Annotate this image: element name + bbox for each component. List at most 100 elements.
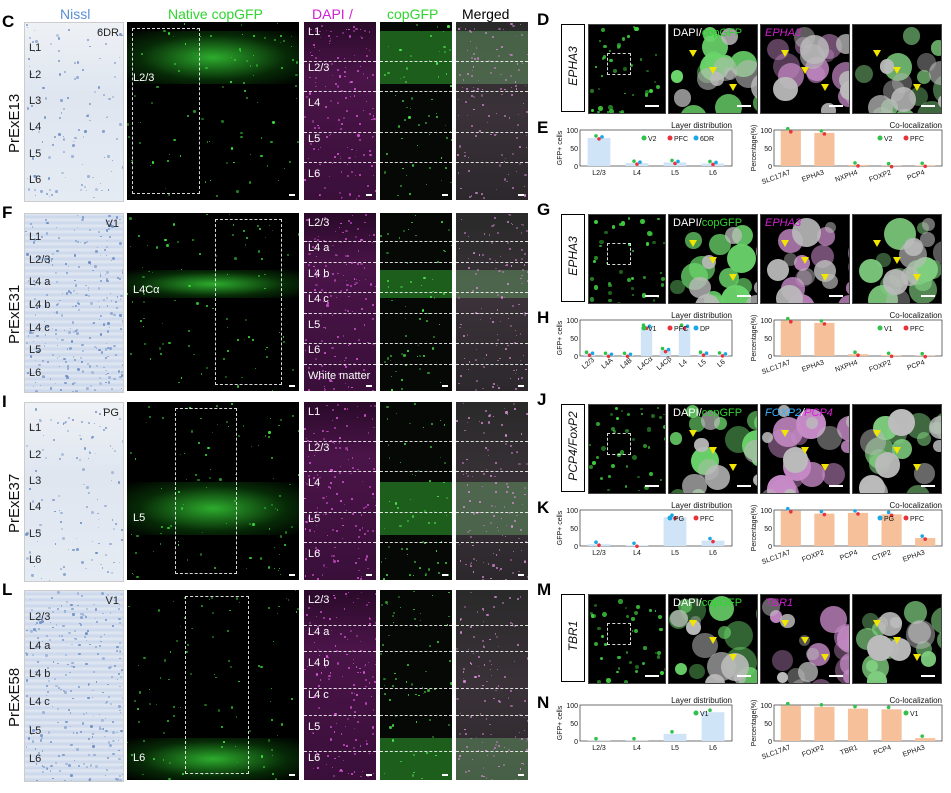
y-tick-label: 50 xyxy=(570,336,578,343)
cell-dot xyxy=(73,359,76,362)
cell-dot xyxy=(230,81,232,83)
cell-dot xyxy=(258,227,261,230)
area-label: V1 xyxy=(105,218,119,230)
gfp-band xyxy=(456,30,528,85)
cell-dot xyxy=(598,106,604,112)
cell-dot xyxy=(289,483,291,486)
cell-dot xyxy=(317,236,319,238)
cell-dot xyxy=(235,745,237,747)
cell-dot xyxy=(519,596,521,598)
cell-dot xyxy=(437,640,440,643)
cell-dot xyxy=(508,512,510,514)
cell-dot xyxy=(304,668,306,671)
cell-dot xyxy=(121,697,123,699)
cell-dot xyxy=(73,229,76,231)
data-point xyxy=(853,704,857,709)
cell-dot xyxy=(80,522,82,524)
cell-dot xyxy=(513,624,516,628)
cell-dot xyxy=(226,522,228,524)
cell-dot xyxy=(167,526,170,530)
cell-dot xyxy=(440,382,442,383)
cell-dot xyxy=(597,626,601,631)
cell-dot xyxy=(464,429,466,431)
cell-dot xyxy=(54,542,57,545)
cell-dot xyxy=(63,573,66,576)
cell-dot xyxy=(313,46,315,48)
cell-dot xyxy=(27,737,30,740)
cell-dot xyxy=(114,523,117,526)
cell-dot xyxy=(462,402,464,404)
cell-dot xyxy=(177,544,180,547)
cell-dot xyxy=(318,50,320,52)
cell-dot xyxy=(316,507,319,509)
cell-dot xyxy=(316,171,319,174)
cell-dot xyxy=(290,45,293,48)
cell-dot xyxy=(642,276,646,280)
cell-dot xyxy=(756,239,757,265)
nissl-panel: 6DR L1 L2 L3 L4 L5 L6 xyxy=(24,22,124,202)
data-point xyxy=(889,164,894,169)
cell-dot xyxy=(177,240,180,243)
cell-dot xyxy=(102,428,105,431)
cell-dot xyxy=(245,236,249,239)
cell-dot xyxy=(28,551,32,554)
cell-dot xyxy=(85,632,89,635)
cell-dot xyxy=(670,432,683,445)
cell-dot xyxy=(210,469,212,471)
cell-dot xyxy=(369,153,372,157)
cell-dot xyxy=(78,309,81,312)
cell-dot xyxy=(461,86,463,89)
cell-dot xyxy=(344,382,347,385)
cell-dot xyxy=(26,26,28,29)
cell-dot xyxy=(820,606,847,634)
cell-dot xyxy=(342,31,345,34)
cell-dot xyxy=(63,357,66,361)
scale-bar xyxy=(921,295,935,297)
cell-dot xyxy=(100,235,102,238)
cell-dot xyxy=(241,34,244,36)
cell-dot xyxy=(56,34,59,37)
cell-dot xyxy=(493,515,495,517)
cell-dot xyxy=(91,736,93,738)
cell-dot xyxy=(119,686,121,688)
cell-dot xyxy=(96,512,99,515)
cell-dot xyxy=(25,23,29,27)
cell-dot xyxy=(86,114,89,118)
cell-dot xyxy=(331,380,333,383)
cell-dot xyxy=(75,731,78,734)
x-tick-label: L2/3 xyxy=(592,745,606,752)
cell-dot xyxy=(55,624,58,626)
cell-dot xyxy=(520,433,523,435)
cell-dot xyxy=(142,267,144,269)
bar xyxy=(915,738,936,741)
cell-dot xyxy=(670,70,683,83)
cell-dot xyxy=(662,413,665,416)
cell-dot xyxy=(122,652,123,655)
cell-dot xyxy=(306,665,309,668)
cell-dot xyxy=(322,513,325,516)
panel-letter-G: G xyxy=(537,200,551,219)
cell-dot xyxy=(33,174,36,177)
cell-dot xyxy=(482,685,484,687)
cell-dot xyxy=(100,350,104,354)
cell-dot xyxy=(137,664,139,667)
header-dapi: DAPI xyxy=(312,6,345,22)
cell-dot xyxy=(71,340,74,343)
area-label: V1 xyxy=(105,595,119,607)
copgfp-panel xyxy=(380,402,452,580)
cell-dot xyxy=(930,606,941,635)
y-tick-label: 50 xyxy=(764,146,772,153)
cell-dot xyxy=(438,572,440,574)
data-point xyxy=(853,350,857,354)
cell-dot xyxy=(659,670,664,675)
cell-dot xyxy=(435,116,438,119)
cell-dot xyxy=(401,379,404,382)
data-point xyxy=(708,159,712,164)
nissl-layer-label: L5 xyxy=(29,344,42,357)
cell-dot xyxy=(104,356,108,359)
cell-dot xyxy=(38,530,42,533)
cell-dot xyxy=(507,344,509,347)
arrowhead-marker xyxy=(913,274,921,281)
cell-dot xyxy=(211,431,213,433)
cell-dot xyxy=(102,130,105,133)
